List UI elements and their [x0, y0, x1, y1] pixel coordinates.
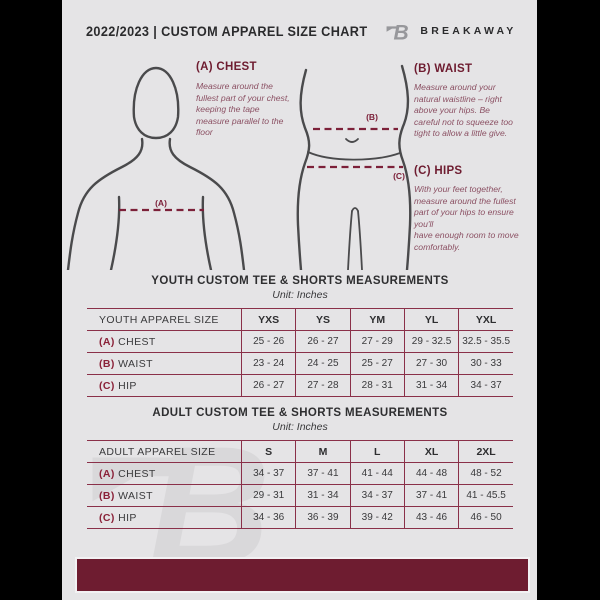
- table-row: (C) HIP 26 - 27 27 - 28 28 - 31 31 - 34 34 - …: [87, 374, 513, 397]
- svg-text:B: B: [394, 22, 409, 43]
- waist-guide-text: Measure around your natural waistline – …: [414, 82, 513, 139]
- hip-waistband-curve: [307, 151, 401, 161]
- lower-body-right-side: [398, 64, 412, 270]
- cell-value: 34 - 36: [240, 506, 296, 529]
- document-page: 2022/2023 | CUSTOM APPAREL SIZE CHART B …: [62, 0, 537, 600]
- cell-value: 30 - 33: [458, 352, 513, 375]
- adult-section-title: ADULT CUSTOM TEE & SHORTS MEASUREMENTS: [152, 407, 448, 419]
- torso-right-shoulder: [168, 137, 246, 270]
- adult-size-table: ADULT APPAREL SIZE S M L XL 2XL (A) CHEST 34 - …: [87, 440, 513, 529]
- row-label: (C) HIP: [87, 374, 242, 397]
- size-column-header: YXL: [458, 308, 513, 331]
- cell-value: 34 - 37: [349, 484, 405, 507]
- waist-line-label: (B): [366, 112, 378, 122]
- size-column-header: YS: [295, 308, 351, 331]
- size-column-header: YXS: [240, 308, 296, 331]
- cell-value: 26 - 27: [295, 330, 351, 353]
- breakaway-logo-icon: B: [386, 22, 409, 43]
- page-title: 2022/2023 | CUSTOM APPAREL SIZE CHART: [86, 23, 368, 39]
- footer-bar: [75, 557, 530, 593]
- row-key: (A): [99, 335, 115, 348]
- size-column-header: YL: [403, 308, 459, 331]
- right-inner-leg: [357, 210, 363, 270]
- cell-value: 29 - 32.5: [403, 330, 459, 353]
- cell-value: 41 - 44: [349, 462, 405, 485]
- row-key: (B): [99, 357, 115, 370]
- cell-value: 34 - 37: [458, 374, 513, 397]
- table-row: (A) CHEST 25 - 26 26 - 27 27 - 29 29 - 32.5 3…: [87, 330, 513, 353]
- cell-value: 48 - 52: [458, 462, 513, 485]
- cell-value: 32.5 - 35.5: [458, 330, 513, 353]
- chest-guide-heading: (A) CHEST: [196, 61, 257, 73]
- row-key: (C): [99, 379, 115, 392]
- cell-value: 28 - 31: [349, 374, 405, 397]
- torso-left-shoulder: [66, 137, 144, 270]
- brand-lockup: B BREAKAWAY: [385, 19, 516, 43]
- adult-section-unit: Unit: Inches: [272, 421, 328, 433]
- hips-guide-heading: (C) HIPS: [414, 165, 463, 177]
- youth-section-unit: Unit: Inches: [272, 289, 328, 301]
- row-label: (A) CHEST: [87, 462, 242, 485]
- torso-head-outline: [132, 66, 180, 140]
- size-column-header: M: [295, 440, 351, 463]
- size-column-header: 2XL: [458, 440, 513, 463]
- size-column-header: L: [349, 440, 405, 463]
- table-row: (C) HIP 34 - 36 36 - 39 39 - 42 43 - 46 46 - …: [87, 506, 513, 529]
- cell-value: 25 - 27: [349, 352, 405, 375]
- size-table-header-label: ADULT APPAREL SIZE: [87, 440, 242, 463]
- cell-value: 29 - 31: [240, 484, 296, 507]
- hips-line-label: (C): [393, 171, 405, 181]
- navel-mark: [345, 138, 359, 143]
- chest-line-label: (A): [155, 198, 167, 208]
- row-key: (A): [99, 467, 115, 480]
- measurement-figures-illustration: [66, 64, 412, 270]
- cell-value: 31 - 34: [295, 484, 351, 507]
- youth-section-title: YOUTH CUSTOM TEE & SHORTS MEASUREMENTS: [151, 275, 449, 287]
- cell-value: 46 - 50: [458, 506, 513, 529]
- cell-value: 41 - 45.5: [458, 484, 513, 507]
- cell-value: 27 - 30: [403, 352, 459, 375]
- header: 2022/2023 | CUSTOM APPAREL SIZE CHART B …: [86, 17, 513, 45]
- row-key: (B): [99, 489, 115, 502]
- cell-value: 39 - 42: [349, 506, 405, 529]
- cell-value: 27 - 28: [295, 374, 351, 397]
- size-column-header: S: [240, 440, 296, 463]
- row-label: (A) CHEST: [87, 330, 242, 353]
- hips-guide-text: With your feet together, measure around …: [414, 184, 519, 252]
- size-table-header-label: YOUTH APPAREL SIZE: [87, 308, 242, 331]
- cell-value: 37 - 41: [403, 484, 459, 507]
- cell-value: 37 - 41: [295, 462, 351, 485]
- table-row: (A) CHEST 34 - 37 37 - 41 41 - 44 44 - 48 48 …: [87, 462, 513, 485]
- cell-value: 24 - 25: [295, 352, 351, 375]
- lower-body-left-side: [296, 68, 311, 270]
- row-label: (B) WAIST: [87, 484, 242, 507]
- cell-value: 26 - 27: [240, 374, 296, 397]
- torso-right-side: [201, 195, 213, 270]
- cell-value: 43 - 46: [403, 506, 459, 529]
- torso-left-side: [109, 195, 121, 270]
- size-column-header: YM: [349, 308, 405, 331]
- waist-guide-heading: (B) WAIST: [414, 63, 473, 75]
- table-row: (B) WAIST 23 - 24 24 - 25 25 - 27 27 - 30 30 …: [87, 352, 513, 375]
- cell-value: 27 - 29: [349, 330, 405, 353]
- chest-guide-text: Measure around the fullest part of your …: [196, 81, 290, 138]
- left-inner-leg: [347, 210, 353, 270]
- row-label: (B) WAIST: [87, 352, 242, 375]
- table-row: (B) WAIST 29 - 31 31 - 34 34 - 37 37 - 41 41 …: [87, 484, 513, 507]
- inner-leg-top: [351, 207, 359, 212]
- table-header-row: ADULT APPAREL SIZE S M L XL 2XL: [87, 440, 513, 463]
- size-column-header: XL: [403, 440, 459, 463]
- cell-value: 44 - 48: [403, 462, 459, 485]
- brand-name: BREAKAWAY: [420, 25, 517, 37]
- cell-value: 36 - 39: [295, 506, 351, 529]
- cell-value: 23 - 24: [240, 352, 296, 375]
- cell-value: 25 - 26: [240, 330, 296, 353]
- cell-value: 34 - 37: [240, 462, 296, 485]
- youth-size-table: YOUTH APPAREL SIZE YXS YS YM YL YXL (A) CHEST 2…: [87, 308, 513, 397]
- table-header-row: YOUTH APPAREL SIZE YXS YS YM YL YXL: [87, 308, 513, 331]
- row-key: (C): [99, 511, 115, 524]
- row-label: (C) HIP: [87, 506, 242, 529]
- cell-value: 31 - 34: [403, 374, 459, 397]
